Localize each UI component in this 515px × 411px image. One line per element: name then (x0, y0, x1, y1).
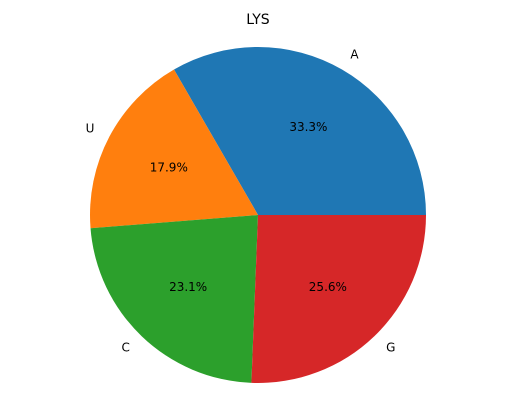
slice-pct-g: 25.6% (309, 280, 347, 294)
pie-slice-g (251, 215, 426, 383)
chart-title: LYS (246, 12, 269, 28)
pie-slice-a (174, 46, 426, 216)
slice-pct-a: 33.3% (289, 120, 327, 134)
pie-slices (90, 46, 426, 383)
slice-label-g: G (386, 341, 395, 355)
slice-pct-c: 23.1% (169, 280, 207, 294)
pie-slice-c (90, 215, 259, 383)
slice-label-u: U (86, 121, 95, 135)
slice-label-c: C (122, 341, 130, 355)
slice-label-a: A (350, 47, 359, 61)
slice-pct-u: 17.9% (150, 161, 188, 175)
pie-labels: A 33.3% U 17.9% C 23.1% G 25.6% (86, 47, 396, 354)
pie-slice-u (90, 69, 259, 229)
